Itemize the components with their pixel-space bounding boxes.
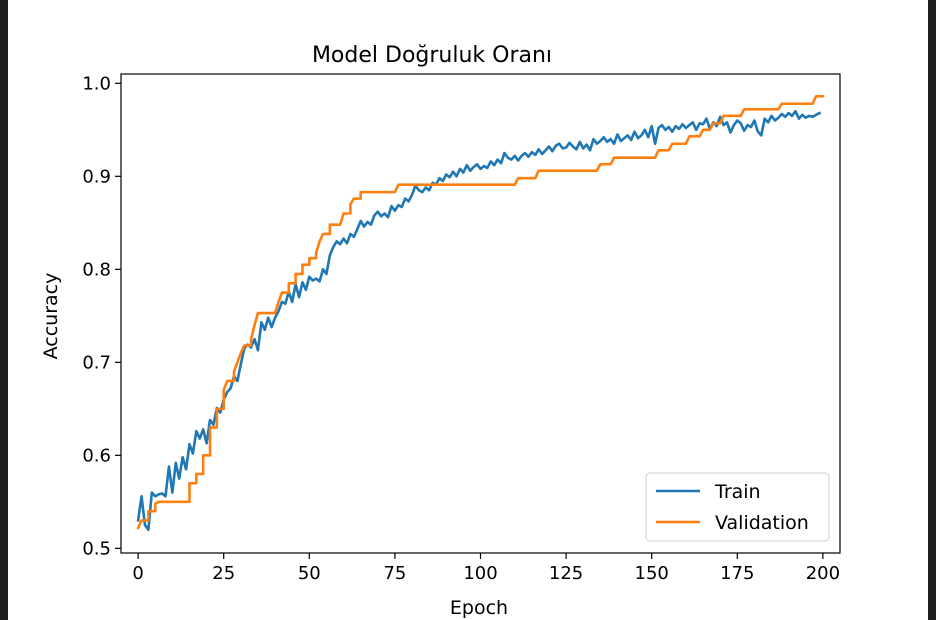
plot-area-frame: [120, 73, 841, 554]
y-axis-label: Accuracy: [40, 273, 62, 360]
y-tick-label: 0.8: [82, 259, 111, 280]
y-tick-label: 0.6: [82, 445, 111, 466]
y-tick-label: 0.7: [82, 352, 111, 373]
x-tick-label: 50: [298, 563, 321, 584]
x-tick-label: 100: [463, 563, 497, 584]
x-tick-label: 75: [383, 563, 406, 584]
x-axis-label: Epoch: [450, 597, 508, 619]
legend-label-train: Train: [714, 481, 761, 503]
y-tick-label: 1.0: [82, 73, 111, 94]
x-tick-label: 25: [212, 563, 235, 584]
accuracy-chart: Model Doğruluk Oranı Epoch Accuracy 0 25 5…: [40, 43, 841, 619]
y-tick-label: 0.9: [82, 166, 111, 187]
series-line-validation: [136, 95, 825, 530]
series-line-train: [136, 109, 822, 532]
x-tick-label: 200: [806, 563, 840, 584]
legend: Train Validation: [645, 472, 830, 542]
chart-title: Model Doğruluk Oranı: [312, 43, 552, 68]
y-tick-label: 0.5: [82, 538, 111, 559]
x-tick-label: 175: [720, 563, 754, 584]
legend-label-validation: Validation: [715, 512, 809, 534]
x-tick-label: 125: [549, 563, 583, 584]
x-tick-label: 150: [635, 563, 669, 584]
figure-canvas: Model Doğruluk Oranı Epoch Accuracy 0 25 5…: [8, 0, 928, 620]
x-tick-label: 0: [132, 563, 143, 584]
